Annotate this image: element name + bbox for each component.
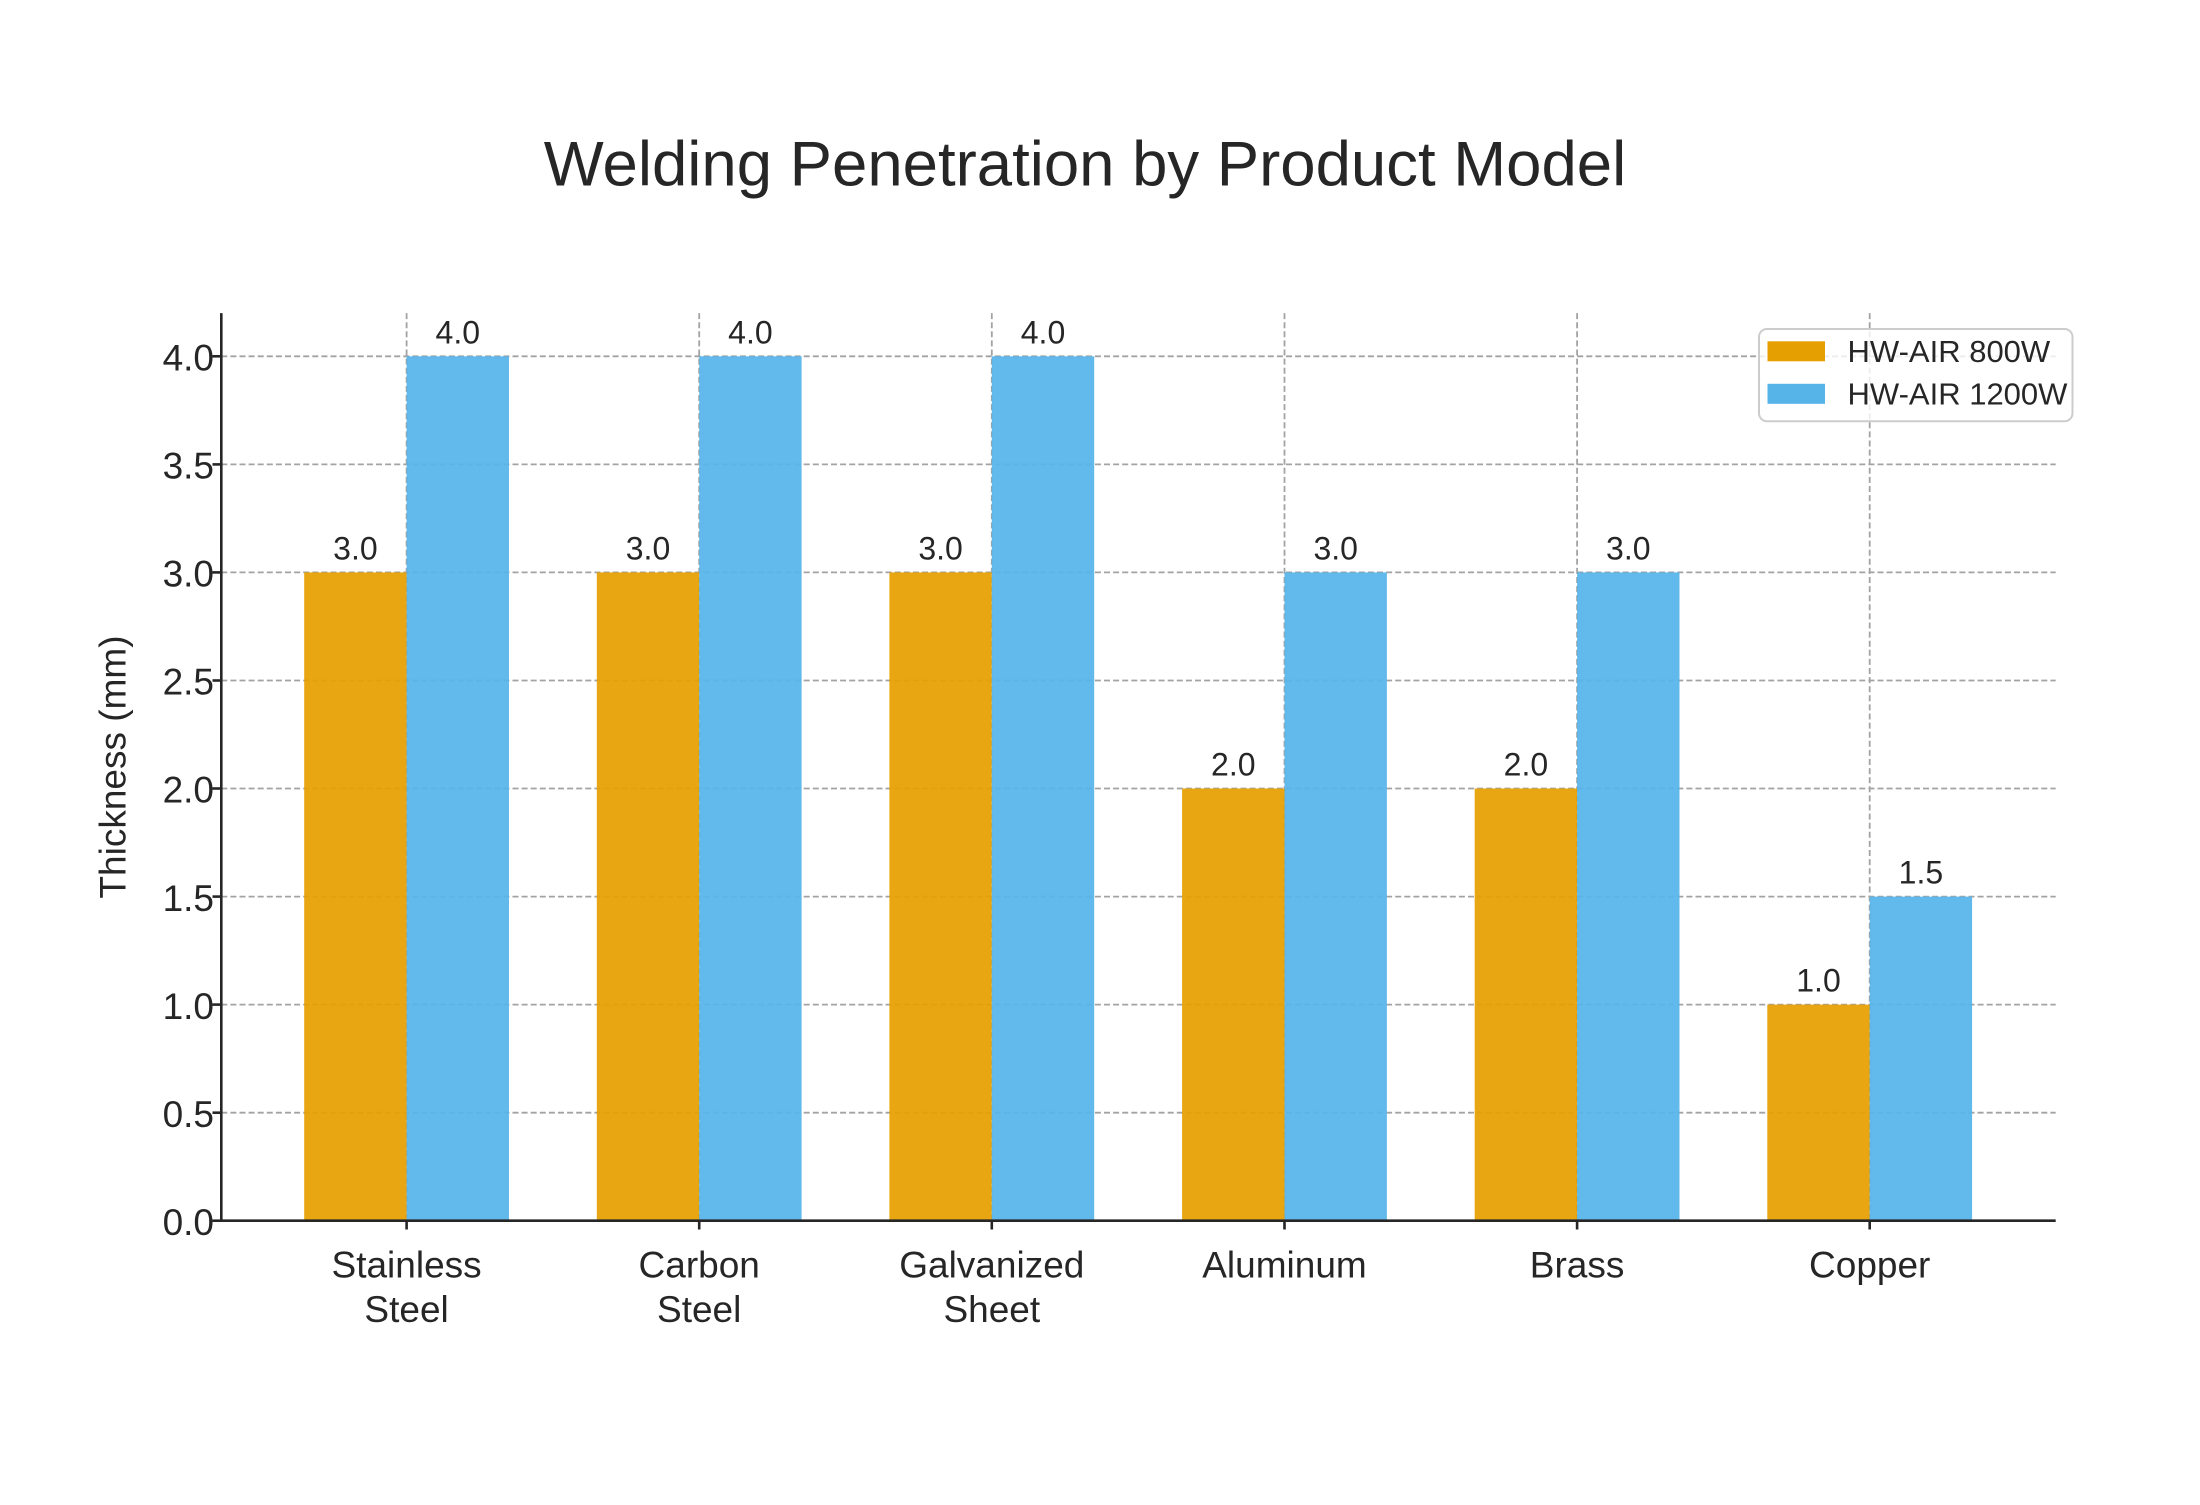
svg-text:HW-AIR 1200W: HW-AIR 1200W	[1848, 377, 2069, 412]
svg-text:0.5: 0.5	[163, 1094, 214, 1135]
svg-text:Sheet: Sheet	[943, 1289, 1040, 1330]
svg-text:Steel: Steel	[364, 1289, 448, 1330]
svg-text:HW-AIR 800W: HW-AIR 800W	[1848, 334, 2051, 369]
svg-text:4.0: 4.0	[728, 314, 772, 350]
svg-text:2.0: 2.0	[1211, 747, 1255, 783]
svg-text:4.0: 4.0	[163, 338, 214, 379]
svg-text:Brass: Brass	[1530, 1245, 1625, 1286]
svg-text:4.0: 4.0	[1021, 314, 1065, 350]
svg-text:Carbon: Carbon	[639, 1245, 760, 1286]
svg-text:Stainless: Stainless	[332, 1245, 482, 1286]
svg-text:1.0: 1.0	[1796, 963, 1840, 999]
svg-text:Copper: Copper	[1809, 1245, 1930, 1286]
svg-text:Aluminum: Aluminum	[1202, 1245, 1367, 1286]
svg-text:Welding Penetration by Product: Welding Penetration by Product Model	[544, 130, 1626, 200]
svg-text:4.0: 4.0	[436, 314, 480, 350]
svg-text:3.0: 3.0	[163, 554, 214, 595]
svg-text:2.0: 2.0	[163, 770, 214, 811]
svg-text:1.0: 1.0	[163, 986, 214, 1027]
svg-text:2.5: 2.5	[163, 662, 214, 703]
svg-text:Thickness (mm): Thickness (mm)	[93, 635, 134, 898]
svg-text:0.0: 0.0	[163, 1202, 214, 1243]
svg-text:3.0: 3.0	[333, 530, 377, 566]
svg-text:2.0: 2.0	[1504, 747, 1548, 783]
svg-text:3.0: 3.0	[1313, 530, 1357, 566]
svg-text:Galvanized: Galvanized	[899, 1245, 1084, 1286]
svg-text:3.0: 3.0	[626, 530, 670, 566]
svg-text:1.5: 1.5	[163, 878, 214, 919]
svg-text:1.5: 1.5	[1899, 855, 1943, 891]
svg-text:3.0: 3.0	[1606, 530, 1650, 566]
svg-text:3.5: 3.5	[163, 446, 214, 487]
svg-text:3.0: 3.0	[918, 530, 962, 566]
svg-text:Steel: Steel	[657, 1289, 741, 1330]
